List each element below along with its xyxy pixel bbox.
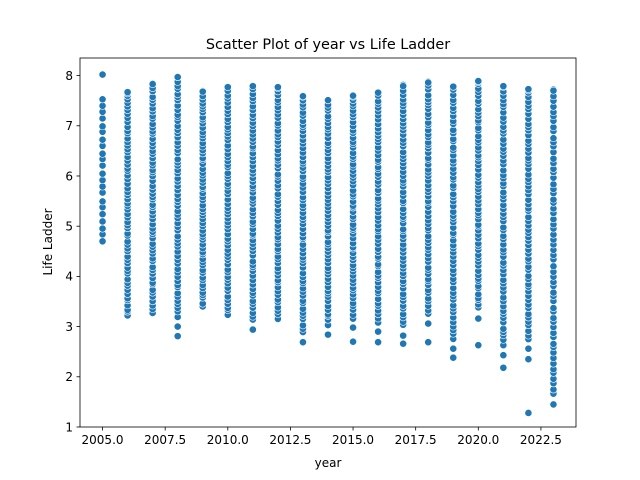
scatter-point xyxy=(474,314,483,323)
scatter-point xyxy=(549,86,558,95)
y-tick-label: 7 xyxy=(65,119,73,133)
y-axis-title: Life Ladder xyxy=(41,208,55,275)
x-tick-label: 2015.0 xyxy=(332,433,374,447)
scatter-point xyxy=(98,197,107,206)
scatter-point xyxy=(173,322,182,331)
scatter-point xyxy=(499,324,508,333)
x-tick-label: 2010.0 xyxy=(207,433,249,447)
x-tick-label: 2005.0 xyxy=(82,433,124,447)
scatter-point xyxy=(424,78,433,87)
scatter-point xyxy=(549,154,558,163)
scatter-point xyxy=(248,325,257,334)
scatter-point xyxy=(549,340,558,348)
scatter-point xyxy=(524,409,533,417)
scatter-point xyxy=(123,88,132,97)
scatter-point xyxy=(474,77,483,85)
scatter-point xyxy=(424,319,433,328)
scatter-point xyxy=(98,95,107,104)
scatter-point xyxy=(374,88,383,97)
scatter-point xyxy=(499,351,508,360)
scatter-point xyxy=(98,224,107,233)
y-tick-label: 5 xyxy=(65,219,73,233)
x-tick-label: 2007.5 xyxy=(144,433,186,447)
scatter-point xyxy=(449,353,458,362)
scatter-point xyxy=(349,323,357,332)
y-tick-label: 2 xyxy=(65,370,73,384)
y-tick-label: 4 xyxy=(65,270,73,284)
scatter-point xyxy=(449,143,458,152)
scatter-point xyxy=(223,83,232,92)
scatter-point xyxy=(374,327,383,336)
scatter-point xyxy=(449,82,458,91)
scatter-point xyxy=(499,82,508,91)
scatter-point xyxy=(299,92,307,101)
scatter-point xyxy=(474,341,483,350)
x-tick-label: 2022.5 xyxy=(520,433,562,447)
scatter-point xyxy=(399,82,408,91)
scatter-point xyxy=(349,91,357,100)
scatter-point xyxy=(148,80,157,89)
scatter-point xyxy=(549,134,558,143)
x-tick-label: 2020.0 xyxy=(457,433,499,447)
y-axis-ticks: 1 2 3 4 5 6 7 8 xyxy=(65,69,80,434)
y-tick-label: 8 xyxy=(65,69,73,83)
scatter-point xyxy=(98,149,107,158)
scatter-point xyxy=(374,338,383,347)
scatter-point xyxy=(248,82,257,91)
scatter-point xyxy=(399,339,408,348)
x-tick-label: 2017.5 xyxy=(395,433,437,447)
scatter-point xyxy=(549,314,558,322)
scatter-point xyxy=(98,70,107,79)
y-tick-label: 1 xyxy=(65,420,73,434)
scatter-point xyxy=(549,288,558,297)
scatter-point xyxy=(324,96,332,105)
scatter-point xyxy=(198,87,207,96)
scatter-point xyxy=(173,332,182,341)
scatter-point xyxy=(424,338,433,347)
scatter-point xyxy=(549,304,558,312)
x-tick-label: 2012.5 xyxy=(269,433,311,447)
points-layer xyxy=(98,70,558,417)
chart-title: Scatter Plot of year vs Life Ladder xyxy=(206,37,450,53)
plot-frame xyxy=(79,57,577,428)
scatter-point xyxy=(98,237,107,246)
scatter-point xyxy=(98,101,107,110)
scatter-point xyxy=(399,331,408,340)
scatter-point xyxy=(98,176,107,185)
scatter-point xyxy=(524,85,533,94)
scatter-point xyxy=(299,338,307,347)
scatter-point xyxy=(98,217,107,226)
scatter-point xyxy=(499,363,508,372)
scatter-point xyxy=(549,262,558,271)
scatter-point xyxy=(173,73,182,81)
x-axis-title: year xyxy=(315,456,342,470)
scatter-point xyxy=(98,135,107,144)
scatter-point xyxy=(98,210,107,219)
y-tick-label: 6 xyxy=(65,169,73,183)
y-tick-label: 3 xyxy=(65,320,73,334)
scatter-point xyxy=(549,180,558,189)
scatter-point xyxy=(98,122,107,131)
scatter-point xyxy=(98,114,107,123)
scatter-point xyxy=(299,321,307,330)
scatter-point xyxy=(524,344,533,353)
scatter-point xyxy=(324,330,332,339)
x-axis-ticks: 2005.0 2007.5 2010.0 2012.5 2015.0 2017.5 2020… xyxy=(82,427,562,447)
scatter-point xyxy=(98,169,107,178)
scatter-point xyxy=(449,344,458,353)
scatter-point xyxy=(349,337,357,346)
scatter-point xyxy=(524,355,533,364)
scatter-point xyxy=(273,83,282,92)
scatter-point xyxy=(98,161,107,170)
scatter-point xyxy=(549,400,558,409)
